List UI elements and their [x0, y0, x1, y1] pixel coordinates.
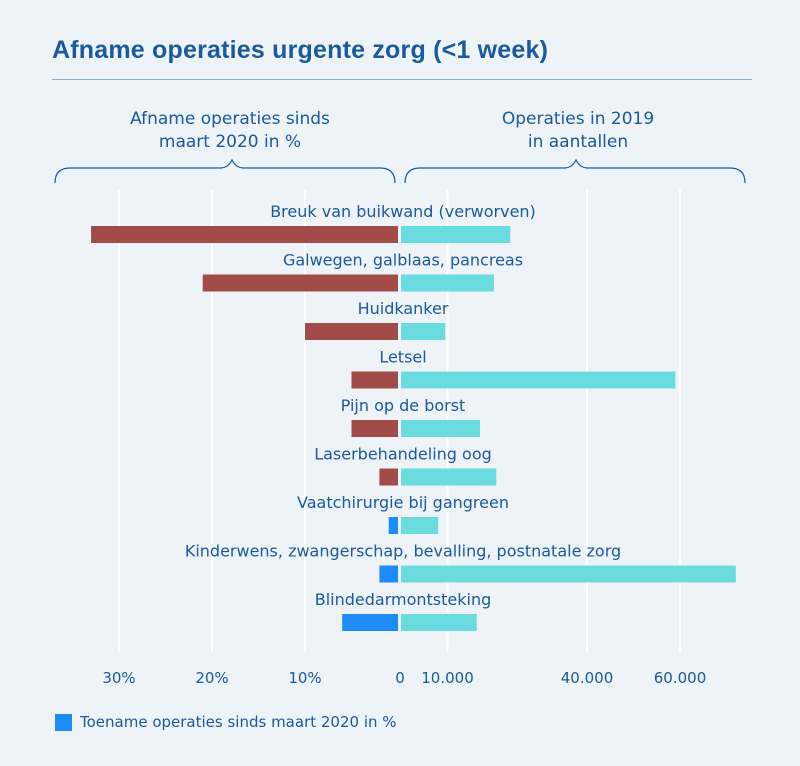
category-label: Huidkanker — [358, 299, 449, 318]
increase-bar — [388, 517, 398, 534]
chart-title: Afname operaties urgente zorg (<1 week) — [52, 36, 549, 64]
count-bar — [401, 517, 439, 534]
decrease-bar — [379, 468, 398, 486]
category-label: Galwegen, galblaas, pancreas — [283, 251, 523, 270]
count-bar — [401, 274, 494, 292]
count-bar — [401, 226, 511, 243]
category-label: Breuk van buikwand (verworven) — [270, 202, 536, 221]
title-divider — [52, 79, 752, 80]
count-bar — [401, 614, 477, 631]
count-bar — [401, 565, 736, 583]
increase-bar — [379, 565, 398, 583]
category-label: Letsel — [379, 348, 426, 367]
decrease-bar — [305, 323, 398, 340]
left-header-line-2: maart 2020 in % — [158, 132, 302, 152]
left-tick-label: 30% — [102, 669, 135, 687]
right-header-line-2: in aantallen — [527, 132, 629, 152]
left-tick-label: 0 — [395, 669, 405, 687]
left-header-line-1: Afname operaties sinds — [130, 109, 330, 129]
decrease-bar — [202, 274, 398, 292]
category-label: Pijn op de borst — [341, 396, 466, 415]
left-tick-label: 20% — [195, 669, 228, 687]
decrease-bar — [91, 226, 398, 243]
right-tick-label: 40.000 — [561, 669, 614, 687]
increase-bar — [342, 614, 398, 631]
left-panel-header: Afname operaties sinds maart 2020 in % — [70, 108, 390, 154]
category-label: Kinderwens, zwangerschap, bevalling, pos… — [185, 542, 621, 561]
left-tick-label: 10% — [288, 669, 321, 687]
category-label: Laserbehandeling oog — [314, 445, 492, 464]
legend-swatch-increase — [55, 713, 72, 731]
right-tick-label: 10.000 — [421, 669, 474, 687]
legend-label: Toename operaties sinds maart 2020 in % — [80, 713, 397, 731]
decrease-bar — [351, 371, 398, 389]
count-bar — [401, 323, 446, 340]
count-bar — [401, 468, 497, 486]
right-header-brace — [404, 158, 746, 184]
legend: Toename operaties sinds maart 2020 in % — [55, 713, 397, 731]
left-header-brace — [54, 158, 396, 184]
count-bar — [401, 371, 676, 389]
right-panel-header: Operaties in 2019 in aantallen — [418, 108, 738, 154]
count-bar — [401, 420, 481, 437]
category-label: Vaatchirurgie bij gangreen — [297, 493, 509, 512]
right-tick-label: 60.000 — [654, 669, 707, 687]
decrease-bar — [351, 420, 398, 437]
right-header-line-1: Operaties in 2019 — [501, 109, 655, 129]
category-label: Blindedarmontsteking — [315, 590, 492, 609]
